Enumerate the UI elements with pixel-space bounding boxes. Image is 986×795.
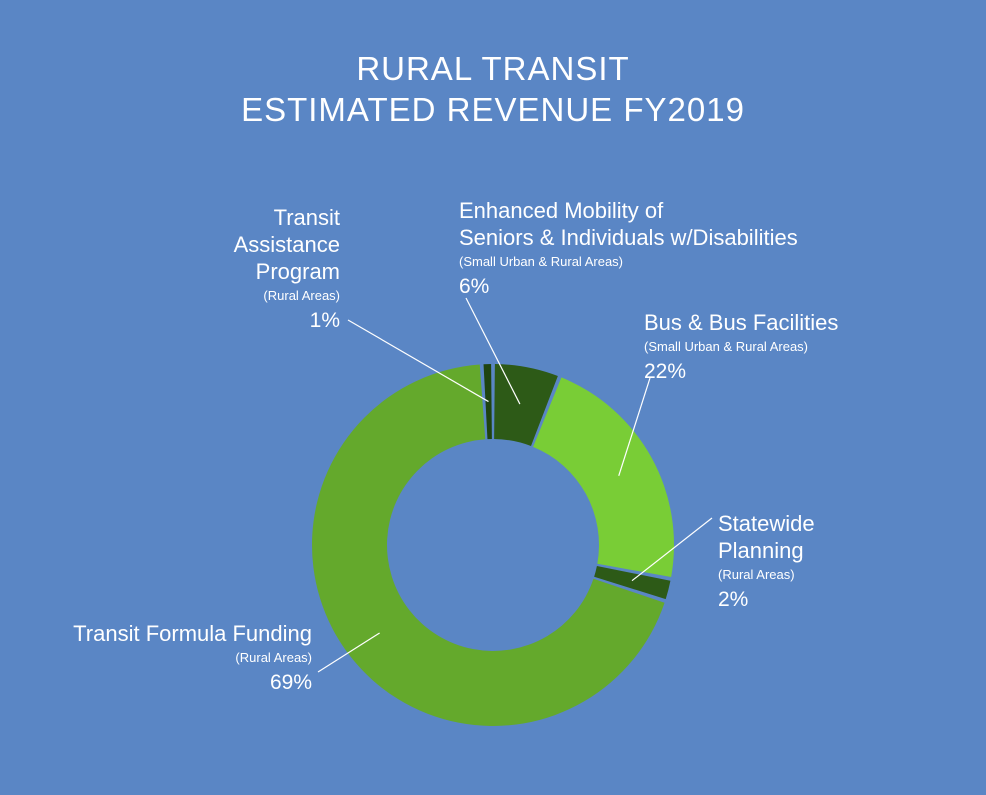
slice-label-name: Seniors & Individuals w/Disabilities — [459, 225, 798, 250]
slice-label-percent: 69% — [270, 671, 312, 694]
chart-title-line-1: RURAL TRANSIT — [356, 50, 629, 87]
leader-line — [631, 517, 713, 582]
slice-label-sub: (Rural Areas) — [718, 567, 795, 582]
donut-slice — [533, 377, 674, 578]
chart-title-line-2: ESTIMATED REVENUE FY2019 — [241, 91, 745, 128]
slice-label-percent: 22% — [644, 360, 686, 383]
slice-label-name: Program — [256, 259, 340, 284]
slice-label-name: Transit — [274, 205, 340, 230]
leader-line — [317, 632, 380, 673]
slice-label-name: Enhanced Mobility of — [459, 198, 664, 223]
slice-label-percent: 2% — [718, 588, 748, 611]
leader-line — [618, 377, 651, 477]
slice-label-sub: (Small Urban & Rural Areas) — [644, 339, 808, 354]
donut-slice — [594, 565, 671, 600]
slice-label-name: Bus & Bus Facilities — [644, 310, 838, 335]
leader-lines — [317, 297, 713, 673]
slice-label-name: Planning — [718, 538, 804, 563]
slice-label-sub: (Small Urban & Rural Areas) — [459, 254, 623, 269]
donut-slice — [312, 364, 665, 726]
slice-label-name: Statewide — [718, 511, 815, 536]
leader-line — [465, 297, 521, 405]
slice-label-name: Transit Formula Funding — [73, 621, 312, 646]
slice-label-sub: (Rural Areas) — [263, 288, 340, 303]
slice-label-percent: 6% — [459, 275, 489, 298]
leader-line — [347, 319, 489, 403]
donut-slices — [312, 364, 674, 726]
slice-label-sub: (Rural Areas) — [235, 650, 312, 665]
slice-label-percent: 1% — [310, 309, 340, 332]
slice-label-name: Assistance — [234, 232, 340, 257]
